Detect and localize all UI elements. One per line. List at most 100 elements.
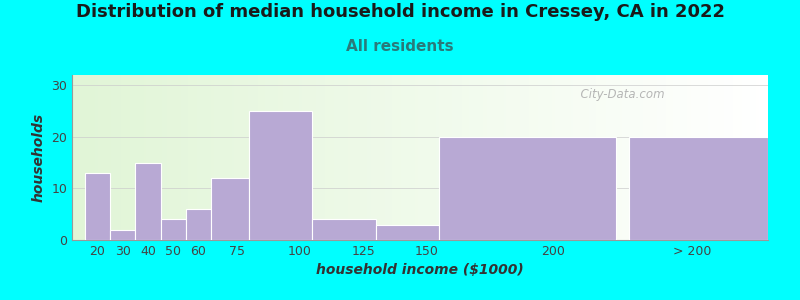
Bar [325,75,327,240]
Bar [724,75,726,240]
Bar [642,75,645,240]
Bar [390,75,392,240]
Bar [562,75,564,240]
Bar [422,75,425,240]
Bar [606,75,608,240]
Bar [267,75,269,240]
Bar [178,75,181,240]
Bar [218,75,221,240]
Bar [332,75,334,240]
Bar [151,75,154,240]
Bar [706,75,708,240]
Bar [350,75,353,240]
Bar [77,75,79,240]
Bar [735,75,738,240]
Bar [381,75,383,240]
Bar [471,75,474,240]
Bar [480,75,482,240]
Bar [508,75,510,240]
Bar [186,75,188,240]
Bar [135,163,161,240]
Bar [290,75,293,240]
Bar [362,75,364,240]
Bar [418,75,420,240]
Bar [492,75,494,240]
Bar [216,75,218,240]
Bar [598,75,601,240]
Bar [128,75,130,240]
Bar [346,75,348,240]
Bar [397,75,399,240]
Bar [541,75,543,240]
Bar [747,75,750,240]
Bar [454,75,457,240]
Bar [624,75,626,240]
Bar [392,75,394,240]
Bar [222,75,225,240]
Bar [221,75,222,240]
Bar [299,75,302,240]
Bar [269,75,271,240]
Bar [327,75,330,240]
Bar [161,219,186,240]
Bar [248,75,250,240]
Bar [288,75,290,240]
Bar [286,75,288,240]
Bar [696,75,698,240]
Bar [439,137,616,240]
Bar [543,75,546,240]
Bar [647,75,650,240]
Bar [369,75,371,240]
Bar [209,75,211,240]
Y-axis label: households: households [32,113,46,202]
Bar [573,75,575,240]
Bar [610,75,613,240]
Bar [311,75,314,240]
Bar [462,75,464,240]
Bar [116,75,118,240]
Bar [708,75,710,240]
Bar [353,75,355,240]
Bar [413,75,415,240]
Bar [190,75,193,240]
Bar [402,75,404,240]
Bar [761,75,763,240]
Bar [283,75,286,240]
Bar [193,75,195,240]
Bar [673,75,675,240]
Bar [211,178,249,240]
Bar [615,75,617,240]
Bar [726,75,729,240]
Bar [448,75,450,240]
Bar [518,75,520,240]
Bar [457,75,459,240]
Bar [318,75,320,240]
Bar [474,75,476,240]
Bar [188,75,190,240]
Bar [738,75,740,240]
Bar [529,75,531,240]
Bar [525,75,526,240]
Bar [587,75,590,240]
Bar [278,75,281,240]
Bar [485,75,487,240]
Bar [729,75,731,240]
Bar [162,75,165,240]
Bar [613,75,615,240]
Bar [88,75,90,240]
Bar [476,75,478,240]
Bar [663,75,666,240]
Bar [501,75,503,240]
Bar [712,75,714,240]
Bar [265,75,267,240]
Bar [322,75,325,240]
Bar [366,75,369,240]
Bar [515,75,518,240]
Bar [740,75,742,240]
Bar [758,75,761,240]
Bar [531,75,534,240]
Bar [420,75,422,240]
Bar [559,75,562,240]
Bar [757,75,758,240]
Bar [469,75,471,240]
